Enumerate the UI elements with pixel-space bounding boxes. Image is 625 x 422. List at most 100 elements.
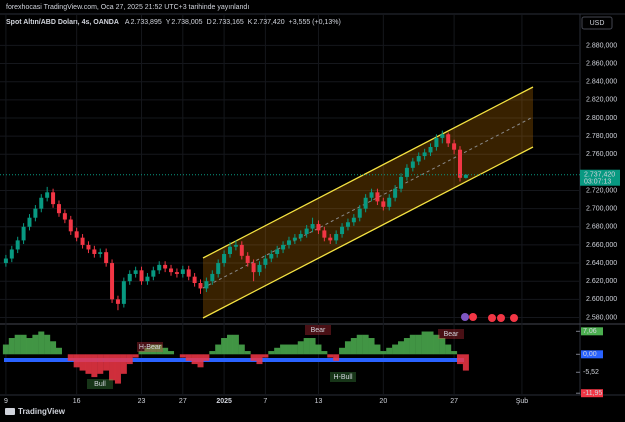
- annotation-box: [87, 379, 113, 389]
- candle-body: [186, 269, 191, 277]
- histogram-bar: [227, 334, 233, 355]
- channel-lower: [202, 146, 534, 319]
- candle-body: [192, 276, 197, 284]
- histogram-bar: [179, 354, 186, 358]
- candle-body: [399, 176, 404, 189]
- histogram-bar: [44, 334, 51, 355]
- trend-band: [4, 358, 464, 362]
- histogram-bar: [8, 338, 15, 355]
- candle-body: [286, 240, 291, 245]
- histogram-bar: [274, 347, 281, 355]
- candle-body: [375, 192, 380, 202]
- histogram-bar: [20, 334, 27, 355]
- candle-body: [233, 244, 238, 247]
- histogram-bar: [368, 338, 375, 355]
- osc-tick-box: [581, 389, 603, 398]
- histogram-bar: [132, 354, 139, 358]
- footer: TradingView: [18, 407, 66, 416]
- candle-body: [440, 134, 445, 138]
- icon[interactable]: [469, 313, 477, 321]
- candle-body: [281, 244, 286, 250]
- x-tick-label: 20: [379, 398, 387, 405]
- legend-key: Y: [166, 19, 171, 26]
- annotation-box: [305, 325, 331, 335]
- annotation-box: [438, 329, 464, 339]
- candle-body: [304, 228, 309, 235]
- x-tick-label: Şub: [516, 398, 529, 405]
- candle-body: [9, 249, 14, 259]
- y-tick-label: 2.660,000: [586, 242, 617, 249]
- osc-tick-label: -11,95: [583, 390, 602, 397]
- candle-body: [27, 217, 32, 227]
- histogram-bar: [427, 331, 434, 355]
- icon[interactable]: [488, 314, 496, 322]
- histogram-bar: [150, 344, 157, 355]
- osc-tick-label: -5,52: [583, 369, 599, 376]
- candle-body: [328, 237, 333, 241]
- icon[interactable]: [497, 314, 505, 322]
- histogram-bar: [344, 341, 351, 355]
- y-tick-label: 2.760,000: [586, 151, 617, 158]
- osc-tick-label: 7,06: [583, 328, 597, 335]
- y-tick-label: 2.840,000: [586, 79, 617, 86]
- candle-body: [121, 281, 126, 304]
- histogram-bar: [327, 354, 334, 358]
- histogram-bar: [280, 344, 287, 355]
- histogram-bar: [262, 354, 269, 358]
- candle-body: [210, 273, 215, 282]
- candle-body: [452, 143, 457, 150]
- annotation-box: [330, 372, 356, 382]
- icon[interactable]: [510, 314, 518, 322]
- histogram-bar: [433, 334, 440, 355]
- histogram-bar: [362, 334, 369, 355]
- x-tick-label: 27: [450, 398, 458, 405]
- currency-box[interactable]: [581, 16, 613, 30]
- icon[interactable]: [461, 313, 469, 321]
- channel: [202, 86, 534, 319]
- candle-body: [269, 253, 274, 259]
- annotation: Bear: [311, 327, 326, 334]
- histogram-bar: [333, 354, 340, 361]
- osc-tick-box: [581, 327, 603, 336]
- x-tick-label: 2025: [216, 398, 232, 405]
- currency: USD: [590, 20, 605, 27]
- candle-body: [115, 299, 120, 304]
- histogram-bar: [191, 354, 198, 365]
- osc-tick-label: 0,00: [583, 351, 597, 358]
- annotation: H-Bear: [139, 344, 162, 351]
- header: forexhocasi TradingView.com, Oca 27, 202…: [6, 4, 249, 11]
- histogram-bar: [156, 344, 163, 355]
- legend-key: A: [125, 19, 130, 26]
- candle-body: [351, 217, 356, 223]
- candle-body: [322, 230, 327, 238]
- candle-body: [157, 264, 162, 271]
- candle-body: [428, 146, 433, 153]
- y-tick-label: 2.880,000: [586, 42, 617, 49]
- candle-body: [74, 231, 79, 238]
- histogram-bar: [109, 354, 116, 381]
- y-tick-label: 2.600,000: [586, 296, 617, 303]
- histogram-bar: [415, 334, 422, 355]
- annotation-box: [137, 342, 163, 352]
- histogram-bar: [291, 344, 298, 355]
- histogram-bar: [203, 354, 210, 361]
- candle-body: [62, 213, 67, 220]
- histogram-bar: [120, 354, 127, 374]
- histogram-bar: [445, 344, 452, 355]
- y-tick-label: 2.720,000: [586, 187, 617, 194]
- histogram-bar: [144, 347, 151, 355]
- candle-body: [169, 268, 174, 273]
- histogram-bar: [126, 354, 133, 365]
- x-tick-label: 9: [4, 398, 8, 405]
- candle-body: [174, 272, 179, 274]
- histogram-bar: [26, 338, 33, 355]
- x-tick-label: 23: [138, 398, 146, 405]
- candle-body: [393, 188, 398, 198]
- candle-body: [39, 197, 44, 209]
- candle-body: [446, 134, 451, 144]
- candle-body: [404, 167, 409, 177]
- legend-key: K: [248, 19, 253, 26]
- x-tick-label: 7: [263, 398, 267, 405]
- histogram-bar: [38, 331, 45, 355]
- candle-body: [257, 264, 262, 273]
